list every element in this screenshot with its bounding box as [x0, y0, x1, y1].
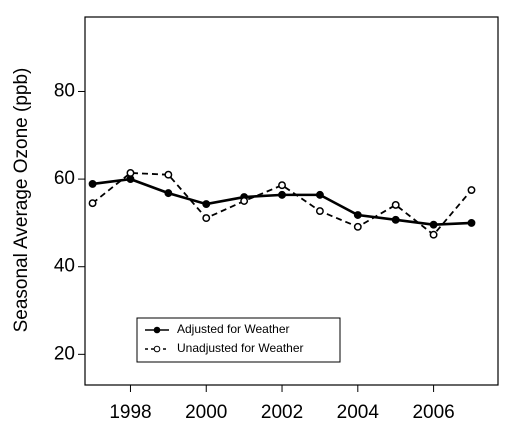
x-tick-label: 2006 [412, 402, 454, 423]
point [88, 199, 97, 208]
point [88, 179, 97, 188]
legend-marker [153, 345, 161, 353]
y-tick-label: 80 [54, 80, 75, 101]
x-tick-label: 2000 [185, 402, 227, 423]
point [240, 197, 249, 205]
point [353, 222, 362, 231]
point [315, 207, 324, 216]
point [391, 215, 400, 224]
x-tick-label: 2004 [337, 402, 380, 423]
point [164, 170, 173, 179]
y-tick-label: 60 [54, 168, 75, 189]
point [202, 200, 211, 209]
point [202, 214, 211, 223]
point [467, 186, 476, 194]
point [126, 169, 135, 177]
point [429, 230, 438, 239]
point [278, 190, 286, 199]
y-axis-label: Seasonal Average Ozone (ppb) [11, 68, 32, 333]
plot-frame [84, 16, 499, 386]
legend-label: Unadjusted for Weather [177, 341, 304, 355]
point [467, 218, 476, 227]
series-line [92, 172, 473, 236]
point [429, 220, 438, 229]
point [391, 200, 400, 209]
y-tick-label: 40 [54, 256, 75, 277]
point [353, 211, 362, 219]
point [164, 189, 173, 198]
point [315, 190, 324, 199]
legend-marker [153, 326, 161, 334]
x-tick-label: 1998 [109, 402, 151, 423]
point [278, 181, 286, 190]
y-tick-label: 20 [54, 343, 75, 364]
legend-label: Adjusted for Weather [177, 322, 290, 336]
legend-box [136, 317, 341, 363]
x-tick-label: 2002 [261, 402, 303, 423]
